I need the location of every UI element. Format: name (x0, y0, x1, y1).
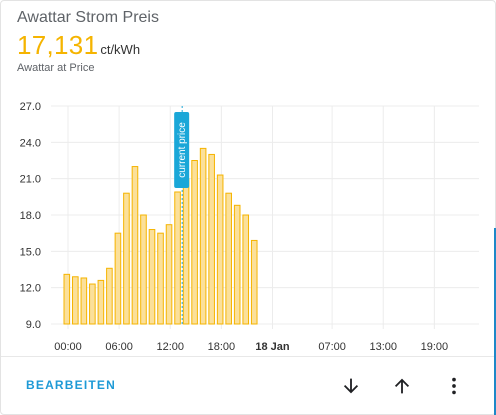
card-subtitle: Awattar at Price (17, 62, 95, 74)
price-bar (148, 229, 156, 325)
price-bar (131, 166, 139, 325)
price-bar (242, 214, 250, 325)
price-bar (174, 191, 181, 325)
price-bar (63, 273, 71, 325)
x-tick-label: 12:00 (156, 341, 184, 353)
price-bar (191, 160, 198, 325)
chart-annotation: current price (174, 106, 190, 324)
more-vert-icon[interactable] (443, 375, 465, 397)
x-tick-label: 19:00 (421, 341, 449, 353)
price-unit: ct/kWh (100, 42, 141, 57)
x-tick-label: 18 Jan (255, 341, 290, 353)
price-bar (233, 204, 241, 325)
x-tick-label: 18:00 (208, 341, 236, 353)
price-bar (80, 277, 88, 325)
price-bar (72, 276, 79, 325)
current-price-label: current price (177, 122, 188, 178)
price-bar (250, 239, 258, 325)
edge-accent (494, 228, 496, 415)
arrow-down-icon[interactable] (340, 375, 362, 397)
price-row: 17,131 ct/kWh (17, 30, 140, 61)
x-tick-label: 00:00 (54, 341, 82, 353)
price-bar (97, 279, 105, 325)
price-bar (157, 232, 164, 325)
price-bar (106, 267, 113, 325)
chart-labels: 27.0 24.0 21.0 18.0 15.0 12.0 9.0 00:00 06:00 12:… (20, 101, 449, 353)
x-tick-label: 13:00 (369, 341, 397, 353)
chart-bars (63, 147, 258, 325)
price-bar (208, 153, 215, 325)
current-price-badge (174, 112, 190, 188)
y-tick-label: 18.0 (20, 210, 41, 222)
x-tick-label: 07:00 (318, 341, 346, 353)
price-bar (114, 232, 122, 325)
price-chart: current price 27.0 24.0 21.0 18.0 15.0 12.0 9.… (20, 101, 479, 353)
y-tick-label: 9.0 (26, 319, 41, 331)
arrow-up-icon[interactable] (391, 375, 413, 397)
price-value: 17,131 (17, 30, 99, 60)
card-title: Awattar Strom Preis (17, 9, 159, 26)
price-bar (123, 192, 130, 325)
y-tick-label: 21.0 (20, 174, 41, 186)
edit-button[interactable]: BEARBEITEN (26, 378, 117, 392)
price-bar (199, 147, 207, 325)
y-tick-label: 12.0 (20, 283, 41, 295)
x-tick-label: 06:00 (105, 341, 133, 353)
footer-divider (1, 356, 495, 357)
y-tick-label: 24.0 (20, 137, 41, 149)
chart-grid (51, 105, 479, 329)
price-bar (89, 283, 96, 325)
price-bar (225, 192, 232, 325)
y-tick-label: 15.0 (20, 246, 41, 258)
price-bar (216, 174, 224, 325)
price-bar (140, 214, 147, 325)
price-bar (182, 178, 190, 325)
y-tick-label: 27.0 (20, 101, 41, 113)
price-bar (165, 224, 173, 325)
